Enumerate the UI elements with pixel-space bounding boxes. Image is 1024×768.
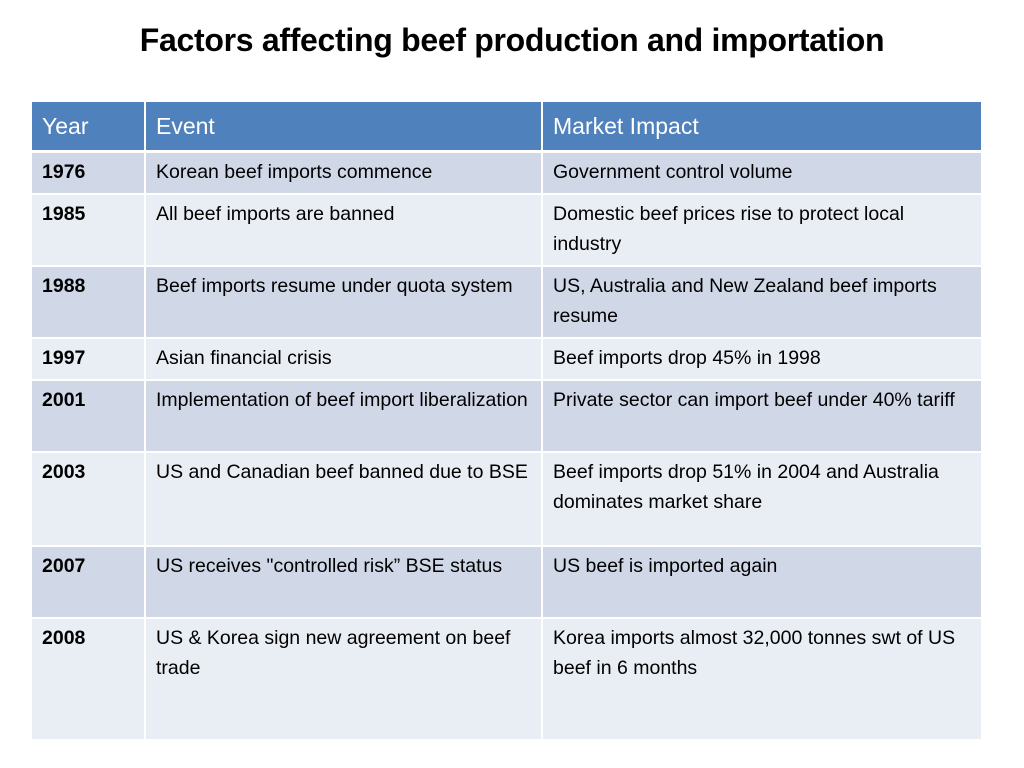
events-table-container: Year Event Market Impact 1976 Korean bee…: [32, 102, 981, 741]
column-header-year: Year: [32, 102, 146, 153]
year-cell: 1976: [32, 151, 146, 195]
table-row: 2003 US and Canadian beef banned due to …: [32, 452, 981, 547]
impact-cell: Korea imports almost 32,000 tonnes swt o…: [542, 618, 981, 741]
events-table: Year Event Market Impact 1976 Korean bee…: [32, 102, 981, 741]
year-cell: 1988: [32, 266, 146, 339]
table-row: 2007 US receives "controlled risk” BSE s…: [32, 546, 981, 619]
impact-cell: Private sector can import beef under 40%…: [542, 380, 981, 453]
event-cell: Korean beef imports commence: [145, 151, 543, 195]
event-cell: Implementation of beef import liberaliza…: [145, 380, 543, 453]
event-cell: US and Canadian beef banned due to BSE: [145, 452, 543, 547]
impact-cell: Beef imports drop 51% in 2004 and Austra…: [542, 452, 981, 547]
event-cell: Beef imports resume under quota system: [145, 266, 543, 339]
year-cell: 2003: [32, 452, 146, 547]
year-cell: 2001: [32, 380, 146, 453]
year-cell: 2007: [32, 546, 146, 619]
table-header-row: Year Event Market Impact: [32, 102, 981, 153]
table-row: 1997 Asian financial crisis Beef imports…: [32, 338, 981, 381]
event-cell: US & Korea sign new agreement on beef tr…: [145, 618, 543, 741]
year-cell: 1997: [32, 338, 146, 381]
event-cell: Asian financial crisis: [145, 338, 543, 381]
table-row: 1985 All beef imports are banned Domesti…: [32, 194, 981, 267]
event-cell: All beef imports are banned: [145, 194, 543, 267]
table-row: 1988 Beef imports resume under quota sys…: [32, 266, 981, 339]
event-cell: US receives "controlled risk” BSE status: [145, 546, 543, 619]
impact-cell: US, Australia and New Zealand beef impor…: [542, 266, 981, 339]
column-header-event: Event: [145, 102, 543, 153]
impact-cell: Domestic beef prices rise to protect loc…: [542, 194, 981, 267]
table-row: 2008 US & Korea sign new agreement on be…: [32, 618, 981, 741]
slide-title: Factors affecting beef production and im…: [139, 22, 885, 58]
column-header-market-impact: Market Impact: [542, 102, 981, 153]
table-row: 1976 Korean beef imports commence Govern…: [32, 151, 981, 195]
impact-cell: Beef imports drop 45% in 1998: [542, 338, 981, 381]
table-row: 2001 Implementation of beef import liber…: [32, 380, 981, 453]
year-cell: 2008: [32, 618, 146, 741]
impact-cell: Government control volume: [542, 151, 981, 195]
year-cell: 1985: [32, 194, 146, 267]
impact-cell: US beef is imported again: [542, 546, 981, 619]
